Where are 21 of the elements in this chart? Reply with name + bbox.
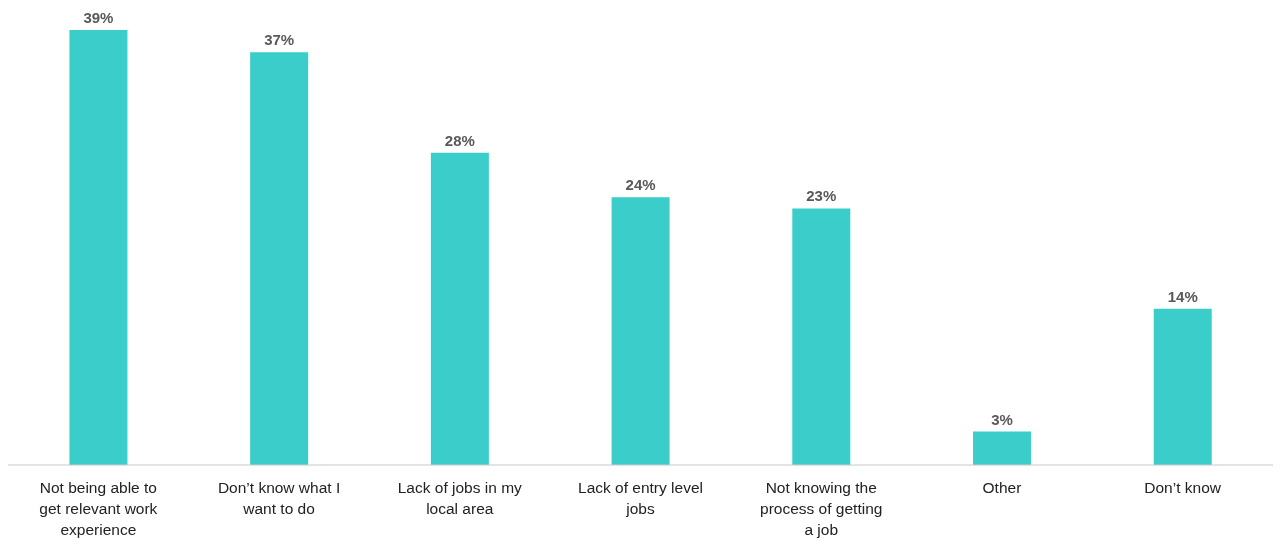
x-tick-label: Not knowing the process of getting a job	[760, 479, 883, 538]
data-label: 14%	[1167, 287, 1198, 305]
bar	[792, 208, 851, 465]
data-label: 24%	[625, 176, 656, 194]
x-tick-label: Lack of entry level jobs	[578, 479, 703, 517]
x-tick-label: Not being able to get relevant work experience	[39, 479, 158, 538]
bar	[250, 52, 309, 465]
data-label: 28%	[444, 131, 475, 149]
bar	[1153, 308, 1212, 465]
data-label: 3%	[991, 410, 1013, 428]
x-tick-label: Don’t know what I want to do	[217, 479, 341, 517]
x-tick-label: Lack of jobs in my local area	[397, 479, 523, 517]
data-label: 37%	[264, 31, 295, 49]
bar	[69, 30, 128, 465]
bar	[430, 152, 489, 465]
data-label: 23%	[806, 187, 837, 205]
bar	[611, 197, 670, 465]
x-tick-label: Don’t know	[1144, 479, 1222, 496]
data-label: 39%	[83, 9, 114, 26]
x-tick-label: Other	[982, 479, 1022, 496]
bar	[973, 431, 1032, 465]
